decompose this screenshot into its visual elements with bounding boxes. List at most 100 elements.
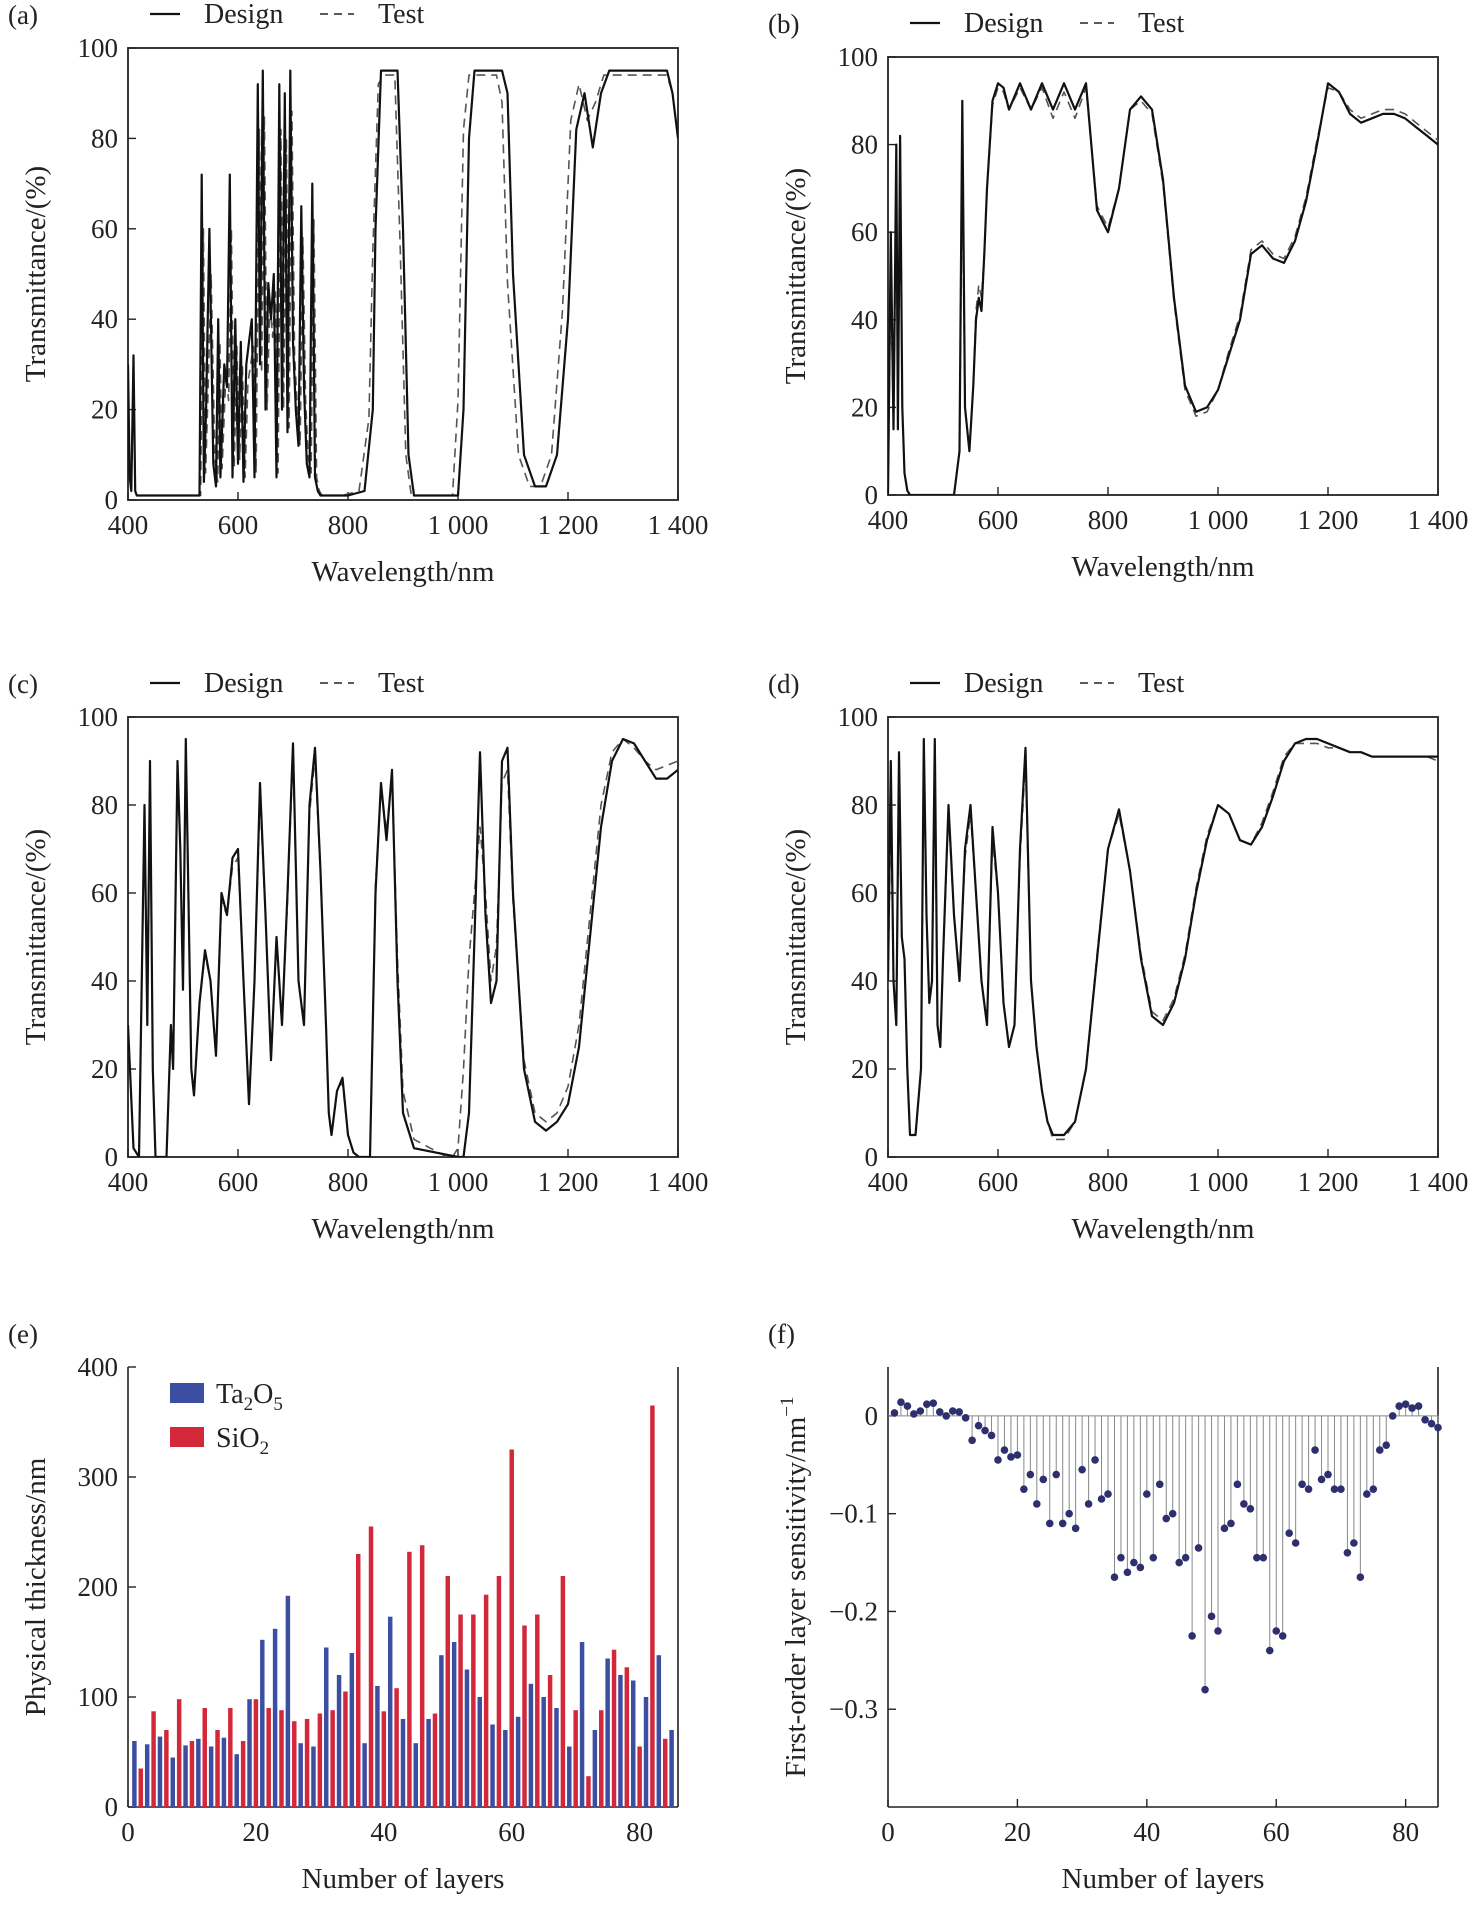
panel-d: 400 600 800 1 000 1 200 1 400 0 20 40 60 80 100 Wave… xyxy=(768,668,1468,1245)
x-axis-label: Wavelength/nm xyxy=(1072,1213,1255,1245)
bar-sio2 xyxy=(522,1625,527,1807)
y-tick-label: 40 xyxy=(851,305,878,335)
series-test-line xyxy=(128,74,678,497)
x-axis-label: Number of layers xyxy=(1062,1863,1265,1895)
x-tick-label: 400 xyxy=(108,1167,149,1197)
x-tick-label: 800 xyxy=(1088,1167,1129,1197)
bar-ta2o5 xyxy=(477,1697,482,1807)
bar-ta2o5 xyxy=(247,1699,252,1807)
stem-point xyxy=(1285,1529,1293,1538)
bar-ta2o5 xyxy=(605,1658,610,1807)
legend-design-label: Design xyxy=(204,668,283,699)
stem-point xyxy=(1259,1553,1268,1562)
y-tick-label: 80 xyxy=(91,123,118,153)
stem-point xyxy=(948,1407,957,1415)
stem-point xyxy=(1013,1451,1022,1459)
stem-point xyxy=(1330,1485,1339,1494)
bar-ta2o5 xyxy=(324,1647,329,1807)
x-tick-label: 60 xyxy=(498,1817,525,1847)
bar-sio2 xyxy=(496,1576,502,1807)
bar-ta2o5 xyxy=(349,1653,355,1807)
stem-point xyxy=(1155,1480,1164,1489)
x-tick-label: 600 xyxy=(978,1167,1019,1197)
panel-label: (c) xyxy=(8,669,38,699)
x-axis-label: Wavelength/nm xyxy=(1072,551,1255,583)
bar-ta2o5 xyxy=(132,1741,137,1807)
stem-point xyxy=(1363,1490,1371,1498)
stem-point xyxy=(1343,1548,1352,1557)
bar-sio2 xyxy=(483,1594,489,1807)
stem-point xyxy=(1207,1612,1216,1621)
stem-point xyxy=(1401,1400,1410,1408)
stem-point xyxy=(1220,1524,1229,1533)
bar-ta2o5 xyxy=(464,1669,470,1807)
stem-point xyxy=(1123,1568,1132,1577)
x-tick-label: 20 xyxy=(1004,1817,1031,1847)
bar-sio2 xyxy=(547,1675,553,1807)
bar-ta2o5 xyxy=(387,1616,393,1807)
x-tick-label: 1 400 xyxy=(1408,1167,1469,1197)
y-tick-label: 100 xyxy=(78,702,119,732)
bar-sio2 xyxy=(228,1708,233,1807)
bar-sio2 xyxy=(253,1699,259,1807)
stem-point xyxy=(1143,1490,1151,1498)
bar-sio2 xyxy=(189,1741,195,1807)
bar-ta2o5 xyxy=(375,1686,380,1807)
panel-a: 400 600 800 1 000 1 200 1 400 0 20 40 60 80 100 Wave… xyxy=(8,0,708,588)
legend-design-label: Design xyxy=(964,668,1043,699)
bar-sio2 xyxy=(240,1741,246,1807)
stem-point xyxy=(1421,1416,1429,1424)
x-tick-label: 0 xyxy=(121,1817,135,1847)
stem-point xyxy=(1104,1490,1112,1498)
bar-sio2 xyxy=(662,1738,668,1807)
bar-sio2 xyxy=(368,1526,374,1807)
y-tick-label: 100 xyxy=(78,33,119,63)
bar-ta2o5 xyxy=(592,1730,598,1807)
bar-ta2o5 xyxy=(362,1743,367,1807)
y-axis-label: Transmittance/(%) xyxy=(780,168,812,384)
y-tick-label: 0 xyxy=(865,1401,879,1431)
bar-sio2 xyxy=(560,1576,566,1807)
panel-label: (b) xyxy=(768,9,799,39)
stem-point xyxy=(1084,1500,1093,1508)
y-tick-label: 40 xyxy=(91,304,118,334)
stem-point xyxy=(1233,1480,1242,1489)
stem-point xyxy=(1188,1632,1196,1640)
bar-sio2 xyxy=(355,1554,361,1807)
panel-c: 400 600 800 1 000 1 200 1 400 0 20 40 60 80 100 Wave… xyxy=(8,668,708,1245)
bar-ta2o5 xyxy=(630,1680,636,1807)
stem-point xyxy=(1201,1685,1209,1694)
bar-ta2o5 xyxy=(554,1708,559,1807)
bar-ta2o5 xyxy=(618,1675,623,1807)
stem-point xyxy=(1130,1558,1138,1567)
bar-sio2 xyxy=(407,1551,412,1807)
stem-point xyxy=(1065,1509,1073,1518)
stem-point xyxy=(1350,1539,1358,1547)
bar-ta2o5 xyxy=(208,1746,214,1807)
stem-point xyxy=(987,1431,996,1440)
bar-ta2o5 xyxy=(285,1595,291,1807)
bar-ta2o5 xyxy=(567,1746,572,1807)
stem-point xyxy=(1427,1419,1436,1428)
bar-sio2 xyxy=(573,1710,578,1807)
y-axis-label: Physical thickness/nm xyxy=(20,1457,52,1716)
x-tick-label: 1 000 xyxy=(1188,1167,1249,1197)
bar-ta2o5 xyxy=(144,1744,150,1807)
stem-point xyxy=(929,1399,938,1407)
stem-point xyxy=(903,1402,912,1410)
bar-ta2o5 xyxy=(656,1655,662,1807)
legend-design-label: Design xyxy=(964,8,1043,39)
stem-point xyxy=(1117,1553,1125,1562)
legend-test-label: Test xyxy=(378,668,424,699)
bar-ta2o5 xyxy=(196,1738,201,1807)
stem-point xyxy=(1078,1465,1086,1474)
x-tick-label: 600 xyxy=(978,505,1019,535)
bar-ta2o5 xyxy=(400,1719,406,1807)
legend-label-part: Si xyxy=(216,1423,240,1454)
stem-point xyxy=(1434,1423,1442,1432)
stem-point xyxy=(1246,1504,1255,1513)
stem-point xyxy=(1214,1627,1222,1635)
stem-point xyxy=(1388,1412,1397,1420)
bar-sio2 xyxy=(266,1708,271,1807)
series-test-line xyxy=(888,742,1438,1141)
